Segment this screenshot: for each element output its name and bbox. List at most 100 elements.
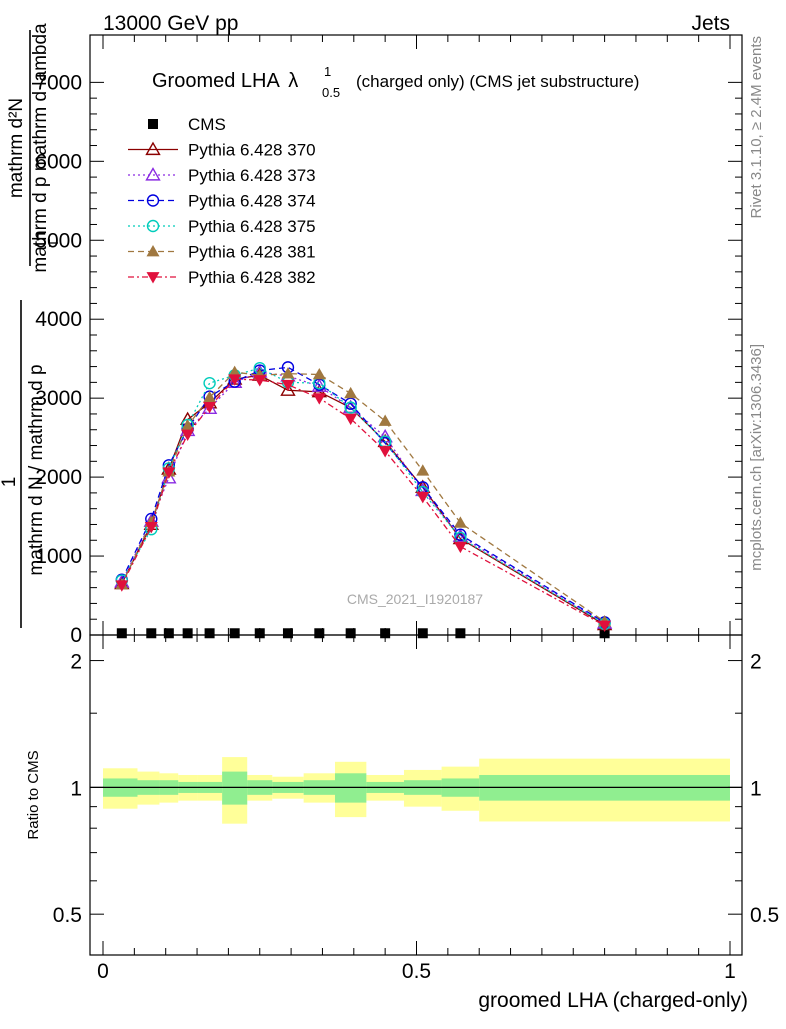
data-point — [228, 365, 242, 377]
main-ytick-label: 3000 — [35, 387, 82, 410]
main-ytick-label: 0 — [70, 624, 82, 647]
main-ytick-label: 7000 — [35, 71, 82, 94]
legend-marker — [145, 167, 161, 181]
data-point — [181, 419, 195, 431]
main-ytick-label: 6000 — [35, 150, 82, 173]
data-point — [229, 628, 240, 639]
ylabel-subscript-t: T — [46, 239, 61, 247]
legend-marker — [145, 141, 161, 156]
legend-marker — [146, 245, 160, 257]
series-line — [121, 374, 605, 626]
data-point — [455, 628, 466, 639]
xtick-label: 1 — [724, 960, 736, 983]
series-line — [121, 366, 605, 623]
data-point — [204, 628, 215, 639]
ratio-ytick-label: 0.5 — [53, 904, 82, 927]
data-point — [203, 376, 216, 390]
rivet-version-label: Rivet 3.1.10, ≥ 2.4M events — [748, 36, 765, 219]
data-point — [162, 467, 176, 479]
ratio-ytick-label-right: 2 — [750, 651, 762, 674]
legend-marker — [146, 219, 160, 233]
title-symbol: λ — [288, 70, 298, 92]
data-point — [598, 620, 612, 633]
data-point — [453, 516, 467, 528]
title-suffix: (charged only) (CMS jet substructure) — [356, 72, 639, 91]
ylabel-denominator: mathrm d N / mathrm d p — [26, 364, 47, 575]
data-point — [417, 628, 428, 639]
legend-item: Pythia 6.428 375 — [128, 217, 316, 236]
ratio-bands — [103, 757, 730, 824]
y-axis-label: mathrm d²N mathrm d p mathrm d lambda 1 … — [0, 23, 61, 628]
legend: CMS Pythia 6.428 370 Pythia 6.428 373 Pythi… — [128, 115, 316, 287]
data-point — [452, 528, 469, 542]
legend-label: Pythia 6.428 382 — [188, 268, 316, 287]
data-point — [203, 401, 217, 414]
series-line — [121, 378, 605, 627]
legend-marker — [146, 194, 160, 207]
ylabel-one: 1 — [0, 477, 20, 488]
mcplots-label: mcplots.cern.ch [arXiv:1306.3436] — [748, 344, 765, 571]
data-point — [144, 521, 158, 534]
ratio-y-axis: 0.5 0.5 1 1 2 2 — [53, 651, 779, 928]
data-point — [116, 628, 127, 639]
series-line — [121, 367, 605, 625]
data-point — [228, 374, 242, 386]
data-point — [253, 375, 267, 387]
data-point — [378, 446, 392, 458]
data-point — [453, 541, 467, 554]
main-ytick-label: 4000 — [35, 308, 82, 331]
data-point — [344, 401, 357, 414]
data-point — [281, 367, 295, 379]
svg-text:Groomed LHA λ: Groomed LHA λ — [152, 70, 298, 92]
ylabel-numerator-top: mathrm d²N — [6, 98, 27, 198]
series-6 — [115, 374, 612, 633]
legend-item: Pythia 6.428 374 — [128, 192, 316, 211]
header-right-label: Jets — [691, 12, 730, 35]
ylabel-numerator-bottom: mathrm d p mathrm d lambda — [30, 23, 51, 273]
data-point — [312, 367, 326, 380]
main-ytick-label: 1000 — [35, 545, 82, 568]
data-point — [314, 628, 325, 639]
legend-marker — [146, 272, 160, 284]
title-text: Groomed LHA — [152, 70, 280, 92]
legend-item: Pythia 6.428 382 — [128, 268, 316, 287]
data-point — [281, 379, 295, 392]
main-ytick-label: 5000 — [35, 229, 82, 252]
series-0 — [116, 628, 610, 639]
x-axis-label: groomed LHA (charged-only) — [478, 989, 748, 1012]
series-line — [121, 371, 605, 624]
xtick-label: 0 — [97, 960, 109, 983]
data-point — [312, 393, 326, 405]
data-point — [344, 413, 358, 426]
data-point — [344, 386, 358, 399]
ratio-y-axis-label: Ratio to CMS — [25, 750, 42, 839]
main-ytick-label: 2000 — [35, 466, 82, 489]
legend-label: Pythia 6.428 375 — [188, 217, 316, 236]
data-point — [182, 628, 193, 639]
data-point — [380, 628, 391, 639]
analysis-id-label: CMS_2021_I1920187 — [347, 591, 483, 607]
ratio-ytick-label: 1 — [70, 777, 82, 800]
legend-marker — [148, 119, 158, 129]
legend-label: Pythia 6.428 370 — [188, 141, 316, 160]
legend-item: Pythia 6.428 381 — [128, 243, 316, 262]
legend-label: Pythia 6.428 373 — [188, 166, 316, 185]
series-line — [121, 371, 605, 623]
data-point — [280, 382, 296, 396]
legend-label: Pythia 6.428 381 — [188, 243, 316, 262]
legend-item: Pythia 6.428 373 — [128, 166, 316, 185]
data-point — [203, 390, 217, 403]
ratio-ytick-label-right: 1 — [750, 777, 762, 800]
ratio-x-axis: 0 0.5 1 — [97, 635, 736, 983]
title-superscript: 1 — [324, 64, 331, 79]
data-point — [378, 414, 392, 426]
data-point — [146, 628, 157, 639]
ratio-ytick-label: 2 — [70, 651, 82, 674]
series-5 — [115, 365, 612, 627]
data-point — [181, 429, 195, 441]
main-y-axis: 0 1000 2000 3000 4000 5000 6000 7000 — [35, 71, 742, 647]
data-point — [599, 628, 610, 639]
data-point — [254, 628, 265, 639]
plot-title: Groomed LHA λ 1 0.5 (charged only) (CMS … — [152, 64, 639, 100]
